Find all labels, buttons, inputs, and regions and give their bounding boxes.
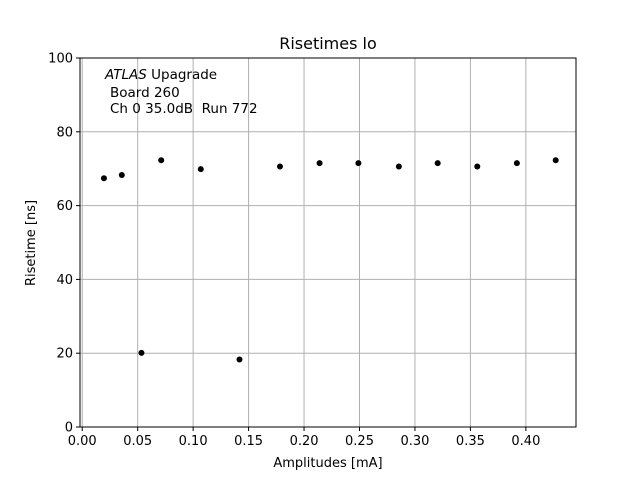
grid-lines xyxy=(80,57,576,428)
annotation-box: ATLAS Upagrade Board 260 Ch 0 35.0dB Run… xyxy=(104,67,258,117)
data-point xyxy=(158,157,165,164)
data-point xyxy=(138,349,145,356)
y-tick-label: 100 xyxy=(48,52,73,67)
data-point xyxy=(355,160,362,167)
x-tick-label: 0.30 xyxy=(400,434,429,449)
annotation-line-3: Ch 0 35.0dB Run 772 xyxy=(110,101,258,117)
annotation-line-1: ATLAS Upagrade xyxy=(104,67,217,83)
data-point xyxy=(552,157,559,164)
x-tick-label: 0.00 xyxy=(68,434,97,449)
data-point xyxy=(236,356,243,363)
x-tick-label: 0.20 xyxy=(290,434,319,449)
x-axis-label: Amplitudes [mA] xyxy=(273,456,382,471)
data-points xyxy=(100,157,559,363)
y-tick-label: 60 xyxy=(56,199,73,214)
data-point xyxy=(474,163,481,170)
x-tick-label: 0.25 xyxy=(345,434,374,449)
x-tick-label: 0.40 xyxy=(511,434,540,449)
data-point xyxy=(276,163,283,170)
upagrade-label: Upagrade xyxy=(147,67,217,83)
x-tick-label: 0.10 xyxy=(179,434,208,449)
data-point xyxy=(118,171,125,178)
x-tick-label: 0.35 xyxy=(456,434,485,449)
plot-area xyxy=(79,57,577,428)
annotation-line-2: Board 260 xyxy=(110,85,180,101)
x-tick-label: 0.05 xyxy=(123,434,152,449)
y-tick-label: 0 xyxy=(65,421,73,436)
data-point xyxy=(513,160,520,167)
y-tick-label: 40 xyxy=(56,273,73,288)
y-tick-label: 80 xyxy=(56,125,73,140)
data-point xyxy=(100,175,107,182)
data-point xyxy=(395,163,402,170)
data-point xyxy=(434,160,441,167)
data-point xyxy=(316,160,323,167)
atlas-label: ATLAS xyxy=(104,67,147,83)
x-tick-label: 0.15 xyxy=(234,434,263,449)
data-point xyxy=(197,166,204,173)
axis-ticks: 0.00 0.05 0.10 0.15 0.20 0.25 0.30 0.35 0.40 0 20 4… xyxy=(48,52,540,450)
chart-title: Risetimes lo xyxy=(279,34,377,53)
y-tick-label: 20 xyxy=(56,347,73,362)
y-axis-label: Risetime [ns] xyxy=(24,200,39,286)
